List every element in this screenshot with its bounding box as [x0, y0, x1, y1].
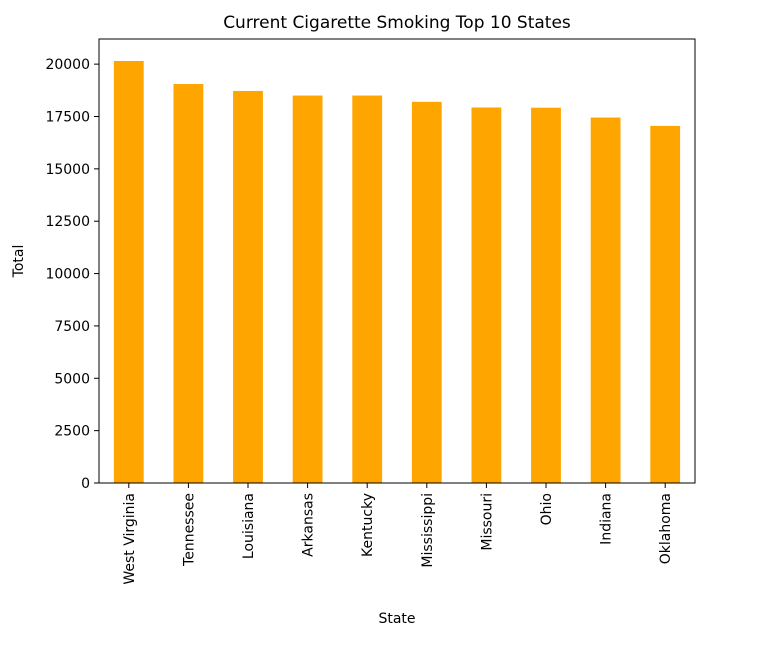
x-tick-label: Missouri: [479, 493, 495, 551]
bar-oklahoma: [650, 125, 681, 483]
chart-title: Current Cigarette Smoking Top 10 States: [223, 13, 571, 33]
x-tick-label: Louisiana: [241, 493, 257, 559]
bar-missouri: [471, 107, 502, 483]
y-tick-label: 12500: [45, 214, 90, 230]
y-tick-label: 2500: [54, 424, 90, 440]
x-tick-label: Ohio: [539, 493, 555, 525]
bar-tennessee: [173, 84, 204, 483]
bar-arkansas: [292, 95, 323, 483]
y-axis-label: Total: [11, 245, 27, 279]
y-tick-label: 0: [81, 476, 90, 492]
x-tick-label: Mississippi: [420, 493, 436, 568]
bar-ohio: [531, 107, 561, 483]
x-tick-label: Arkansas: [301, 493, 317, 557]
plot-frame: [98, 38, 696, 484]
bar-mississippi: [411, 101, 442, 483]
y-tick-label: 15000: [45, 162, 90, 178]
y-axis-ticks: 0 2500 5000 7500 10000 12500 15000 17500 20000: [45, 57, 99, 492]
x-tick-label: Oklahoma: [658, 493, 674, 564]
x-tick-label: Tennessee: [181, 493, 197, 567]
x-axis-ticks: West Virginia Tennessee Louisiana Arkansas K…: [122, 483, 674, 585]
bar-louisiana: [233, 90, 263, 483]
y-tick-label: 17500: [45, 109, 90, 125]
y-tick-label: 20000: [45, 57, 90, 73]
x-tick-label: West Virginia: [122, 493, 138, 585]
bars-group: [113, 60, 681, 484]
bar-kentucky: [352, 95, 383, 483]
x-tick-label: Kentucky: [360, 493, 376, 557]
y-tick-label: 7500: [54, 319, 90, 335]
y-tick-label: 5000: [54, 371, 90, 387]
x-tick-label: Indiana: [599, 493, 615, 545]
y-tick-label: 10000: [45, 267, 90, 283]
x-axis-label: State: [378, 611, 415, 627]
bar-indiana: [590, 117, 621, 484]
bar-west-virginia: [113, 60, 144, 483]
